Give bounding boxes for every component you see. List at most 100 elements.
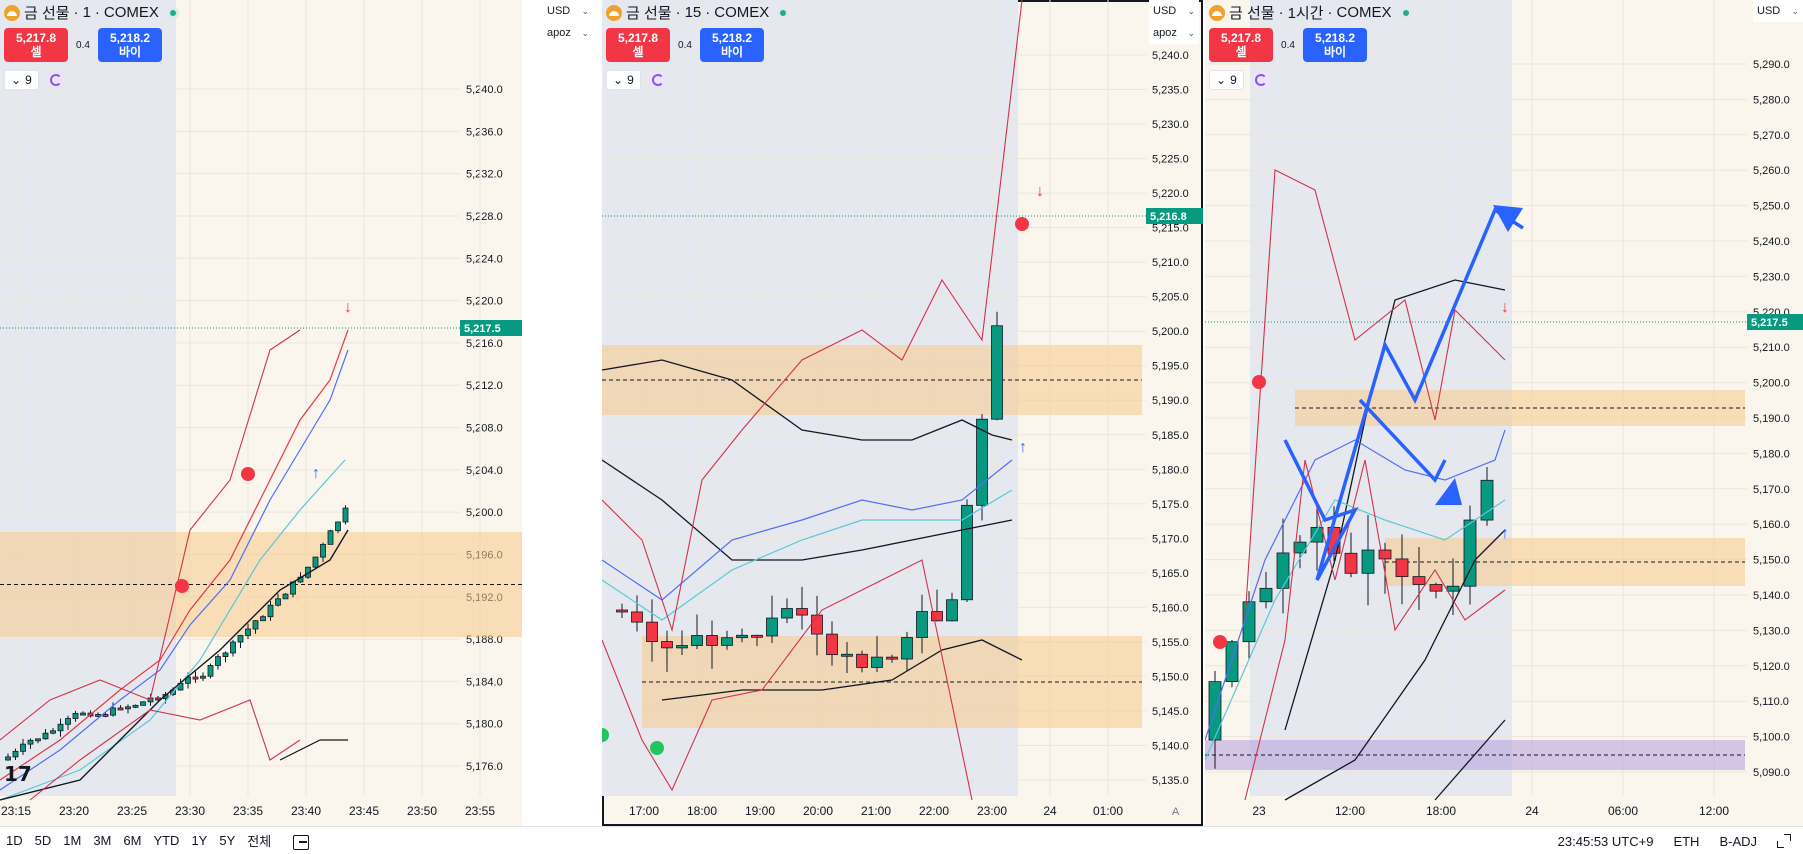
currency-value: USD — [547, 5, 571, 17]
range-1d[interactable]: 1D — [6, 833, 23, 848]
scale-mode-select[interactable]: apoz ⌄ — [1149, 22, 1199, 44]
tradingview-logo[interactable]: 17 — [4, 762, 32, 786]
clock[interactable]: 23:45:53 UTC+9 — [1557, 833, 1654, 849]
sync-icon[interactable] — [1251, 71, 1270, 89]
x-tick-label: 23:30 — [175, 804, 205, 818]
x-tick-label: 23:15 — [1, 804, 31, 818]
range-1m[interactable]: 1M — [63, 833, 82, 848]
range-all[interactable]: 전체 — [247, 834, 272, 849]
chart-canvas-1hour[interactable]: 5,290.0 5,280.0 5,270.0 5,260.0 5,250.0 5,240… — [1205, 0, 1803, 826]
trade-panel: 5,217.8 셀 0.4 5,218.2 바이 — [606, 28, 764, 62]
candle-body — [282, 593, 289, 600]
symbol-sep: · — [1327, 4, 1333, 21]
indicators-toggle[interactable]: ⌄ 9 — [606, 70, 641, 90]
indicators-toggle[interactable]: ⌄ 9 — [1209, 70, 1244, 90]
sync-icon[interactable] — [648, 71, 667, 89]
signal-dot — [175, 579, 189, 593]
chart-pane-1hour[interactable]: 5,290.0 5,280.0 5,270.0 5,260.0 5,250.0 5,240… — [1205, 0, 1803, 826]
candle-body — [72, 712, 79, 719]
candle-body — [1361, 549, 1375, 574]
signal-arrow-down-icon: ↓ — [344, 299, 352, 316]
x-tick-label: 24 — [1525, 804, 1539, 818]
x-tick-label: 24 — [1043, 804, 1057, 818]
candle-body — [27, 739, 34, 745]
currency-select[interactable]: USD ⌄ — [543, 0, 593, 22]
sell-button[interactable]: 5,217.8 셀 — [606, 28, 670, 62]
signal-dot — [241, 467, 255, 481]
session-toggle[interactable]: ETH — [1673, 833, 1700, 849]
indicator-count: 9 — [627, 73, 634, 87]
signal-dot — [602, 728, 609, 742]
indicators-toggle[interactable]: ⌄ 9 — [4, 70, 39, 90]
buy-button[interactable]: 5,218.2 바이 — [98, 28, 162, 62]
candle-body — [781, 608, 793, 619]
candle-body — [222, 652, 229, 657]
chart-pane-15min[interactable]: 5,240.0 5,235.0 5,230.0 5,225.0 5,220.0 5,215… — [602, 0, 1203, 826]
chevron-down-icon: ⌄ — [1187, 5, 1195, 16]
price-zone — [642, 636, 1142, 728]
adjust-toggle[interactable]: B-ADJ — [1719, 833, 1757, 849]
candle-body — [1378, 549, 1392, 560]
y-tick-label: 5,135.0 — [1152, 775, 1189, 787]
y-tick-label: 5,110.0 — [1753, 696, 1789, 708]
candle-body — [886, 656, 898, 660]
y-tick-label: 5,155.0 — [1152, 637, 1189, 649]
y-tick-label: 5,208.0 — [466, 423, 503, 435]
candle-body — [50, 730, 56, 734]
scale-mode-select[interactable]: apoz ⌄ — [543, 22, 593, 44]
chart-canvas-1min[interactable]: 5,240.0 5,236.0 5,232.0 5,228.0 5,224.0 5,220… — [0, 0, 522, 826]
sell-button[interactable]: 5,217.8 셀 — [1209, 28, 1273, 62]
projection-arrowhead-icon — [1435, 478, 1462, 505]
buy-button[interactable]: 5,218.2 바이 — [1303, 28, 1367, 62]
candle-body — [961, 504, 973, 601]
symbol-header[interactable]: 금 선물 · 15 · COMEX — [606, 2, 790, 23]
candle-body — [1259, 587, 1273, 603]
sync-icon[interactable] — [46, 71, 65, 89]
range-6m[interactable]: 6M — [123, 833, 142, 848]
sell-price: 5,217.8 — [617, 31, 659, 45]
trade-panel: 5,217.8 셀 0.4 5,218.2 바이 — [1209, 28, 1367, 62]
currency-select[interactable]: USD ⌄ — [1753, 0, 1803, 22]
range-ytd[interactable]: YTD — [153, 833, 180, 848]
indicator-line — [0, 329, 349, 781]
y-tick-label: 5,225.0 — [1152, 154, 1189, 166]
symbol-header[interactable]: 금 선물 · 1시간 · COMEX — [1209, 2, 1412, 23]
calendar-icon[interactable] — [291, 832, 311, 850]
chevron-down-icon: ⌄ — [11, 73, 22, 87]
y-tick-label: 5,100.0 — [1753, 732, 1790, 744]
range-5y[interactable]: 5Y — [219, 833, 236, 848]
y-tick-label: 5,290.0 — [1753, 59, 1790, 71]
signal-arrow-up-icon: ↑ — [312, 465, 320, 482]
signal-dot — [1015, 217, 1029, 231]
y-tick-label: 5,175.0 — [1152, 499, 1189, 511]
buy-button[interactable]: 5,218.2 바이 — [700, 28, 764, 62]
auto-scale-toggle[interactable]: A — [1172, 806, 1180, 818]
expand-icon[interactable] — [1777, 834, 1791, 848]
y-tick-label: 5,270.0 — [1753, 130, 1790, 142]
candle-body — [1310, 526, 1324, 543]
range-3m[interactable]: 3M — [93, 833, 112, 848]
candle-body — [245, 628, 251, 636]
currency-select[interactable]: USD ⌄ — [1149, 0, 1199, 22]
candle-body — [20, 743, 26, 752]
scale-mode-value: apoz — [547, 27, 571, 39]
symbol-header[interactable]: 금 선물 · 1 · COMEX — [4, 2, 179, 23]
candle-body — [207, 665, 214, 677]
indicator-line — [0, 459, 346, 801]
y-tick-label: 5,140.0 — [1152, 740, 1189, 752]
range-5d[interactable]: 5D — [34, 833, 52, 848]
scale-mode-value: apoz — [1153, 27, 1177, 39]
gold-symbol-icon — [1209, 4, 1225, 21]
y-tick-label: 5,216.0 — [466, 338, 503, 350]
y-tick-label: 5,180.0 — [1152, 464, 1189, 476]
chart-pane-1min[interactable]: 5,240.0 5,236.0 5,232.0 5,228.0 5,224.0 5,220… — [0, 0, 522, 826]
y-tick-label: 5,240.0 — [1753, 236, 1790, 248]
candle-body — [661, 641, 673, 649]
gold-symbol-icon — [4, 4, 20, 21]
range-1y[interactable]: 1Y — [191, 833, 208, 848]
chart-canvas-15min[interactable]: 5,240.0 5,235.0 5,230.0 5,225.0 5,220.0 5,215… — [602, 0, 1203, 826]
sell-button[interactable]: 5,217.8 셀 — [4, 28, 68, 62]
y-tick-label: 5,160.0 — [1753, 519, 1790, 531]
y-tick-label: 5,200.0 — [1152, 326, 1189, 338]
trade-panel: 5,217.8 셀 0.4 5,218.2 바이 — [4, 28, 162, 62]
